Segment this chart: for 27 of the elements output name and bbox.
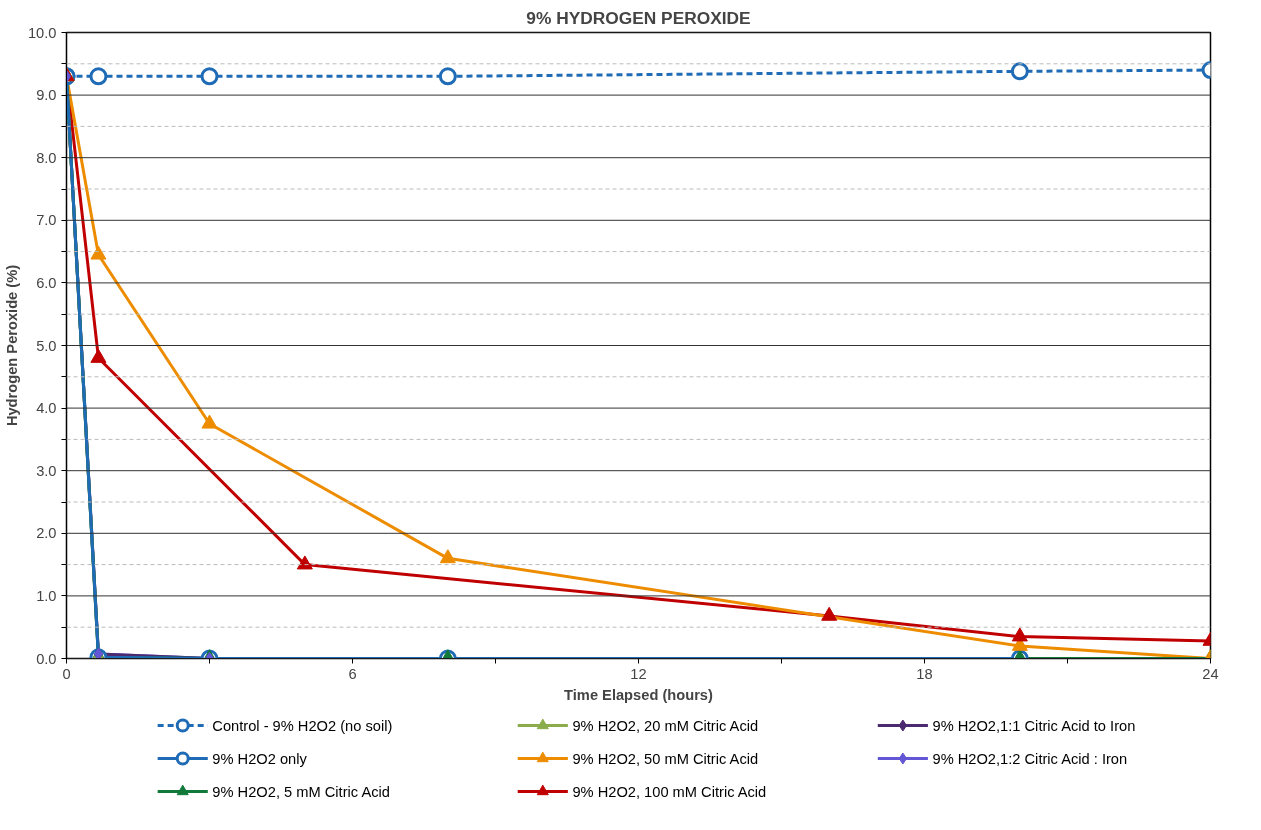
y-tick-label: 10.0 (27, 24, 57, 41)
y-tick-label: 6.0 (36, 274, 57, 291)
y-tick-label: 3.0 (36, 462, 57, 479)
legend-label: 9% H2O2, 50 mM Citric Acid (572, 750, 759, 767)
x-tick-label: 6 (348, 665, 357, 682)
legend-label: 9% H2O2, 100 mM Citric Acid (572, 783, 767, 800)
x-axis-title: Time Elapsed (hours) (564, 686, 713, 703)
x-tick-label: 0 (62, 665, 71, 682)
chart-title: 9% HYDROGEN PEROXIDE (526, 7, 751, 28)
x-tick-label: 18 (916, 665, 933, 682)
legend-label: 9% H2O2, 5 mM Citric Acid (212, 783, 390, 800)
y-tick-label: 2.0 (36, 525, 57, 542)
x-tick-label: 24 (1202, 665, 1219, 682)
legend-label: 9% H2O2,1:1 Citric Acid to Iron (932, 717, 1136, 734)
y-tick-label: 7.0 (36, 212, 57, 229)
x-tick-label: 12 (630, 665, 647, 682)
legend-label: 9% H2O2 only (212, 750, 308, 767)
y-tick-label: 4.0 (36, 400, 57, 417)
y-axis-title: Hydrogen Peroxide (%) (3, 264, 20, 427)
y-tick-label: 5.0 (36, 337, 57, 354)
legend-label: 9% H2O2,1:2 Citric Acid : Iron (932, 750, 1128, 767)
y-tick-label: 1.0 (36, 587, 57, 604)
y-tick-label: 8.0 (36, 149, 57, 166)
legend-label: Control - 9% H2O2 (no soil) (212, 717, 393, 734)
legend-label: 9% H2O2, 20 mM Citric Acid (572, 717, 759, 734)
y-tick-label: 9.0 (36, 87, 57, 104)
y-tick-label: 0.0 (36, 650, 57, 667)
